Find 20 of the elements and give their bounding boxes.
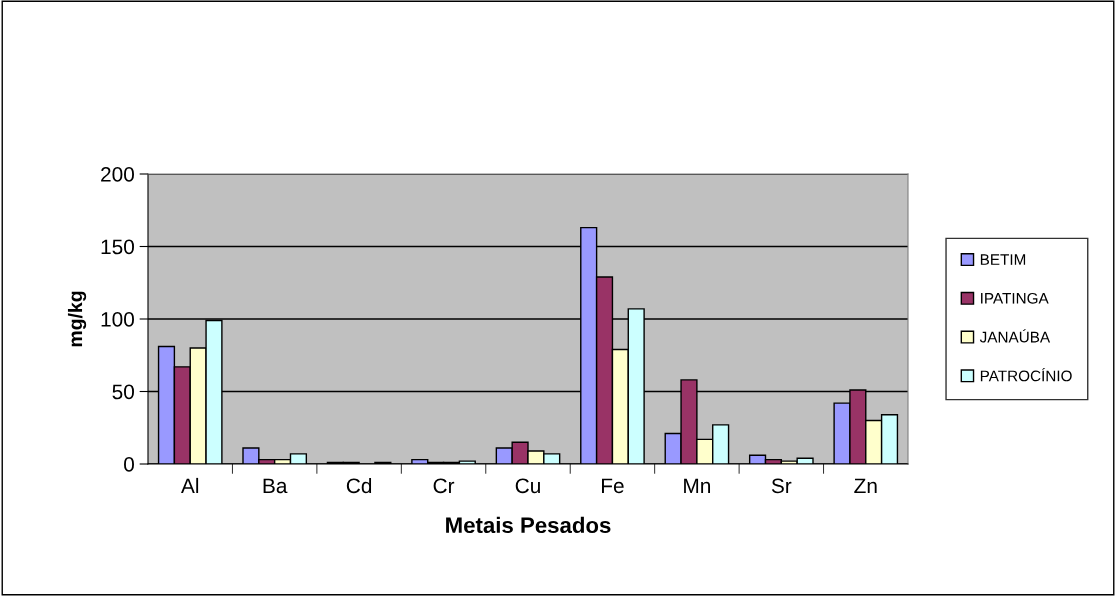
- y-tick-label: 0: [124, 457, 134, 472]
- legend-label: IPATINGA: [981, 292, 1049, 304]
- x-tick-label: Cd: [346, 477, 372, 494]
- y-tick-label: 100: [101, 312, 134, 327]
- x-tick-label: Fe: [602, 478, 624, 494]
- x-tick-label: Al: [181, 477, 199, 493]
- legend-label: BETIM: [980, 254, 1026, 265]
- x-tick-label: Ba: [263, 478, 288, 494]
- x-tick-label: Cr: [433, 478, 455, 494]
- x-axis-title: Metais Pesados: [446, 516, 611, 534]
- legend-label: JANAÚBA: [979, 329, 1051, 343]
- y-tick-label: 50: [112, 384, 134, 400]
- x-tick-label: Sr: [771, 478, 792, 494]
- x-tick-label: Cu: [515, 478, 540, 494]
- y-tick-label: 150: [101, 239, 134, 255]
- x-tick-label: Mn: [684, 478, 711, 493]
- legend-label: PATROCÍNIO: [980, 367, 1072, 382]
- x-tick-label: Zn: [854, 478, 877, 493]
- y-axis-title: mg/kg: [67, 291, 87, 347]
- y-tick-label: 200: [101, 167, 134, 182]
